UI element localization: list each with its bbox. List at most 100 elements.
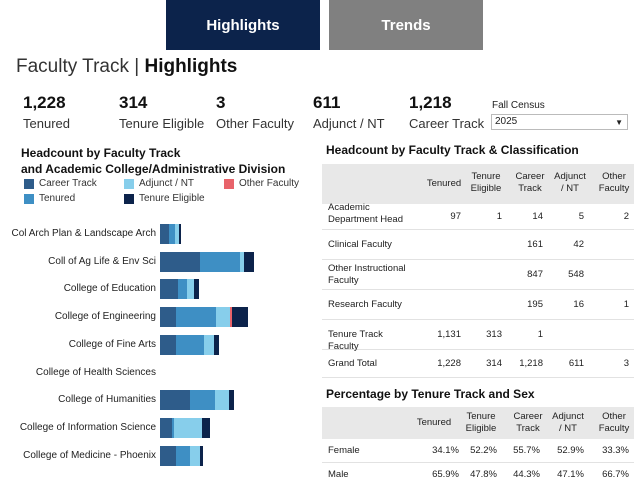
table1-cell: 313 xyxy=(486,329,502,340)
bar-segment-career-track[interactable] xyxy=(160,445,176,466)
bar-segment-tenured[interactable] xyxy=(178,279,187,300)
table1-row: Tenure Track Faculty 1,131 313 1 xyxy=(322,320,634,352)
table1-cell: 16 xyxy=(573,299,584,310)
bar-segment-tenure-eligible[interactable] xyxy=(200,445,203,466)
legend-swatch xyxy=(124,193,134,204)
bar-segment-tenured[interactable] xyxy=(200,251,240,272)
bar-segment-tenure-eligible[interactable] xyxy=(229,390,234,411)
table1-cell: 14 xyxy=(532,211,543,222)
bar-category-label: College of Engineering xyxy=(54,311,156,323)
table1-cell: 42 xyxy=(573,239,584,250)
legend-item-tenure-eligible[interactable]: Tenure Eligible xyxy=(124,193,205,204)
table1-cell: 1 xyxy=(623,299,629,310)
bar-segment-career-track[interactable] xyxy=(160,307,176,328)
table1-row-label: Other Instructional Faculty xyxy=(328,263,406,286)
bar-segment-tenure-eligible[interactable] xyxy=(194,279,199,300)
bar-segment-tenured[interactable] xyxy=(176,445,190,466)
bar-segment-other-faculty[interactable] xyxy=(230,307,232,328)
table1-row-label: Research Faculty xyxy=(328,299,402,310)
bar-segment-adjunct-nt[interactable] xyxy=(240,251,244,272)
table2-row: Male 65.9% 47.8% 44.3% 47.1% 66.7% xyxy=(322,463,634,480)
kpi-adjunct-nt: 611 Adjunct / NT xyxy=(313,93,385,135)
bar-segment-tenure-eligible[interactable] xyxy=(244,251,254,272)
table1-cell: 97 xyxy=(450,211,461,222)
legend-label: Tenured xyxy=(39,193,76,204)
kpi-value: 314 xyxy=(119,93,148,112)
bar-segment-tenured[interactable] xyxy=(169,224,175,244)
table1-col-tenured: Tenured xyxy=(426,178,462,189)
kpi-label: Tenured xyxy=(23,116,70,131)
legend-item-other-faculty[interactable]: Other Faculty xyxy=(224,178,299,189)
bar-segment-tenure-eligible[interactable] xyxy=(232,307,248,328)
bar-category-label: College of Fine Arts xyxy=(68,338,156,350)
kpi-label: Tenure Eligible xyxy=(119,116,205,131)
legend-item-career-track[interactable]: Career Track xyxy=(24,178,97,189)
table1-row: Other Instructional Faculty 847 548 xyxy=(322,260,634,290)
table2-col-other-faculty: Other Faculty xyxy=(598,411,630,434)
table1-row: Clinical Faculty 161 42 xyxy=(322,230,634,260)
legend-swatch xyxy=(224,178,234,189)
bar-segment-tenured[interactable] xyxy=(190,390,215,411)
bar-segment-adjunct-nt[interactable] xyxy=(190,445,200,466)
kpi-career-track: 1,218 Career Track xyxy=(409,93,484,135)
table1-col-other-faculty: Other Faculty xyxy=(598,171,630,194)
bar-category-label: College of Education xyxy=(63,283,156,295)
table2-cell: 52.2% xyxy=(470,445,497,456)
bar-segment-tenured[interactable] xyxy=(176,334,204,355)
table1-cell: 5 xyxy=(578,211,584,222)
bar-segment-tenure-eligible[interactable] xyxy=(214,334,219,355)
census-select[interactable]: 2025 ▼ xyxy=(491,114,628,130)
legend-label: Adjunct / NT xyxy=(139,178,195,189)
table1-cell: 1,228 xyxy=(437,358,461,369)
tab-trends[interactable]: Trends xyxy=(329,0,483,50)
table2-col-career-track: Career Track xyxy=(513,411,543,434)
bar-category-label: Coll of Ag Life & Env Sci xyxy=(48,255,156,267)
chart-title-line1: Headcount by Faculty Track xyxy=(21,146,181,160)
bar-segment-career-track[interactable] xyxy=(160,390,190,411)
bar-segment-career-track[interactable] xyxy=(160,251,200,272)
table2-cell: 33.3% xyxy=(602,445,629,456)
table2-cell: 47.8% xyxy=(470,469,497,480)
table1-cell: 847 xyxy=(527,269,543,280)
bar-segment-adjunct-nt[interactable] xyxy=(174,417,202,438)
legend-swatch xyxy=(24,193,34,204)
table2-cell: 66.7% xyxy=(602,469,629,480)
table2-row-label: Female xyxy=(328,445,360,456)
bar-segment-career-track[interactable] xyxy=(160,334,176,355)
table1-row: Research Faculty 195 16 1 xyxy=(322,290,634,320)
bar-segment-career-track[interactable] xyxy=(160,417,172,438)
table1-cell: 161 xyxy=(527,239,543,250)
kpi-label: Other Faculty xyxy=(216,116,295,131)
bar-segment-tenured[interactable] xyxy=(176,307,216,328)
bar-segment-tenured[interactable] xyxy=(172,417,174,438)
bar-segment-adjunct-nt[interactable] xyxy=(175,224,179,244)
table1-cell: 2 xyxy=(623,211,629,222)
tab-highlights[interactable]: Highlights xyxy=(166,0,320,50)
bar-segment-career-track[interactable] xyxy=(160,224,169,244)
bar-segment-adjunct-nt[interactable] xyxy=(187,279,194,300)
census-selected-value: 2025 xyxy=(495,116,518,127)
legend-item-tenured[interactable]: Tenured xyxy=(24,193,75,204)
bar-category-label: Col Arch Plan & Landscape Arch xyxy=(11,228,156,239)
table1-row-label: Clinical Faculty xyxy=(328,239,392,250)
bar-segment-adjunct-nt[interactable] xyxy=(204,334,214,355)
table1-row-label: Academic Department Head xyxy=(328,202,403,225)
legend-label: Other Faculty xyxy=(239,178,300,189)
table2-cell: 52.9% xyxy=(557,445,584,456)
page-title-prefix: Faculty Track | xyxy=(16,56,145,77)
bar-segment-tenure-eligible[interactable] xyxy=(202,417,210,438)
legend-swatch xyxy=(124,178,134,189)
bar-segment-adjunct-nt[interactable] xyxy=(216,307,230,328)
table2-cell: 55.7% xyxy=(513,445,540,456)
kpi-label: Career Track xyxy=(409,116,485,131)
bar-category-label: College of Humanities xyxy=(58,394,156,406)
table1-row: Grand Total 1,228 314 1,218 611 3 xyxy=(322,350,634,378)
bar-segment-tenure-eligible[interactable] xyxy=(179,224,181,244)
bar-segment-adjunct-nt[interactable] xyxy=(215,390,229,411)
table1-row: Academic Department Head 97 1 14 5 2 xyxy=(322,202,634,230)
table1-cell: 314 xyxy=(486,358,502,369)
table2-row-label: Male xyxy=(328,469,349,480)
bar-segment-career-track[interactable] xyxy=(160,279,178,300)
legend-item-adjunct-nt[interactable]: Adjunct / NT xyxy=(124,178,194,189)
table2-col-adjunct-nt: Adjunct / NT xyxy=(552,411,584,434)
